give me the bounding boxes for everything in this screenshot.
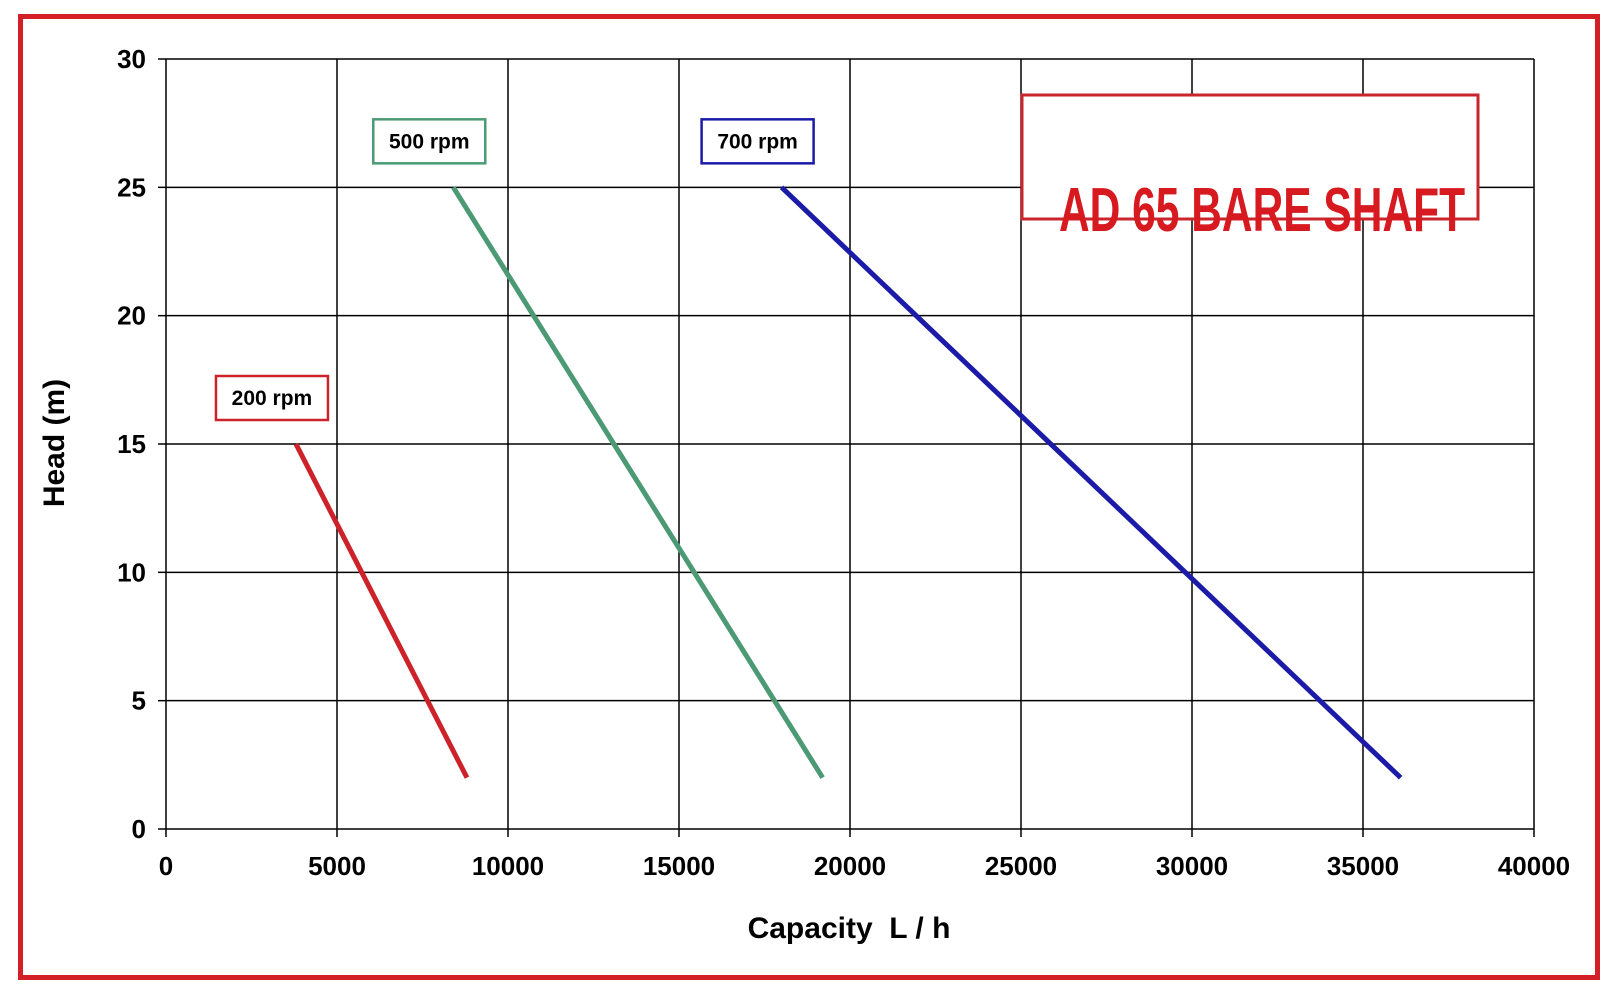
x-tick-label: 40000 (1498, 851, 1570, 881)
y-tick-label: 0 (132, 814, 146, 844)
series-line-700-rpm (779, 185, 1403, 780)
x-tick-label: 10000 (472, 851, 544, 881)
x-tick-label: 5000 (308, 851, 366, 881)
chart-title-box: AD 65 BARE SHAFT (1020, 93, 1480, 245)
y-tick-label: 5 (132, 686, 146, 716)
series-label-text: 700 rpm (717, 130, 798, 153)
x-tick-label: 20000 (814, 851, 886, 881)
chart-title: AD 65 BARE SHAFT (1059, 176, 1465, 245)
series-label-box (214, 374, 330, 422)
series-label-text: 500 rpm (389, 130, 470, 153)
grid (158, 58, 1535, 837)
series-lines (293, 185, 1403, 780)
series-label-700-rpm: 700 rpm (700, 118, 815, 165)
x-tick-label: 30000 (1156, 851, 1228, 881)
series-line-200-rpm (293, 442, 470, 779)
y-tick-label: 30 (117, 44, 146, 74)
series-labels: 200 rpm 500 rpm 700 rpm (214, 118, 815, 422)
y-tick-label: 15 (117, 429, 146, 459)
series-label-500-rpm: 500 rpm (372, 118, 487, 165)
series-label-box (700, 118, 815, 165)
tick-labels: 0 5000 10000 15000 20000 25000 30000 35000 40000… (117, 44, 1570, 881)
x-tick-label: 0 (159, 851, 173, 881)
y-axis-title: Head (m) (38, 379, 71, 507)
series-label-box (372, 118, 487, 165)
series-label-200-rpm: 200 rpm (214, 374, 330, 422)
x-tick-label: 15000 (643, 851, 715, 881)
x-tick-label: 25000 (985, 851, 1057, 881)
x-axis-title: Capacity L / h (748, 912, 951, 945)
x-tick-label: 35000 (1327, 851, 1399, 881)
y-tick-label: 25 (117, 172, 146, 202)
series-line-500-rpm (451, 186, 825, 779)
y-tick-label: 20 (117, 301, 146, 331)
y-tick-label: 10 (117, 557, 146, 587)
series-label-text: 200 rpm (232, 387, 313, 410)
